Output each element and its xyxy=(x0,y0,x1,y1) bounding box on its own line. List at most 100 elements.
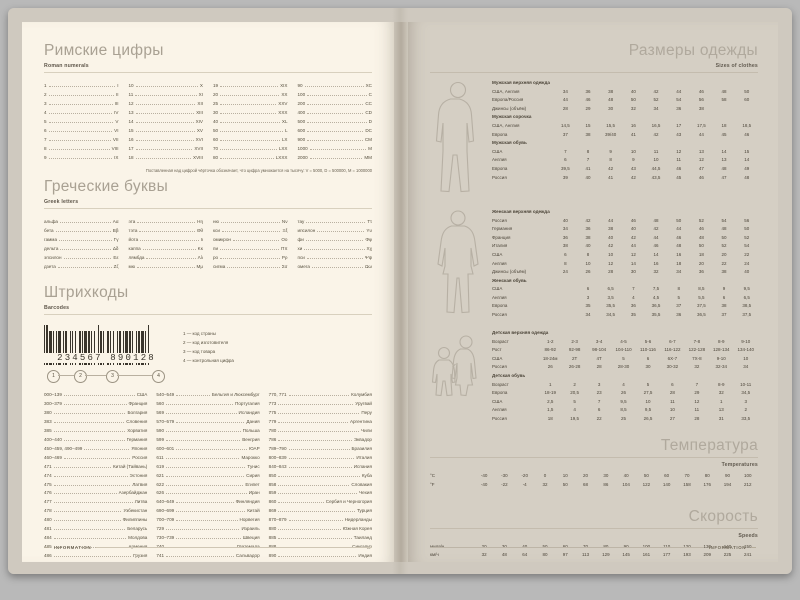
table-column: альфа Αα бета Ββ гамма Γγ дельта Δδ эпсилон Εε дзе… xyxy=(44,218,119,272)
table-row: 484 Молдова xyxy=(44,534,147,543)
country-code: 611 xyxy=(156,454,164,460)
table-row: 621 Сирия xyxy=(156,472,259,481)
table-cell: 54 xyxy=(721,217,727,223)
arabic-number: 2000 xyxy=(297,154,308,160)
country-code: 478 xyxy=(44,508,52,514)
arabic-number: 1000 xyxy=(297,145,308,151)
table-cell: 47 xyxy=(721,174,727,180)
table-cell: 48 xyxy=(698,234,704,240)
table-cell: 122-128 xyxy=(688,347,706,353)
row-label: Англия xyxy=(492,407,507,413)
greek-name: пи xyxy=(213,246,219,252)
dot-leader xyxy=(220,154,274,159)
table-cell: 90 xyxy=(616,543,636,552)
right-page: Размеры одежды Sizes of clothes xyxy=(408,22,778,562)
table-cell: 36,5 xyxy=(696,311,706,317)
country-name: Сингапур xyxy=(352,543,372,552)
divider xyxy=(44,208,372,210)
table-cell: 42 xyxy=(608,166,614,172)
table-row: ро Ρρ xyxy=(213,254,288,263)
table-cell: 18 xyxy=(721,123,727,129)
table-row: 20 XX xyxy=(213,91,288,100)
country-code: 899 xyxy=(269,561,277,562)
table-cell: 52 xyxy=(698,217,704,223)
table-cell: 113 xyxy=(581,552,590,558)
table-cell: 9-10 xyxy=(716,355,726,361)
table-row: Россия 40 42 44 46 48 50 52 54 56 xyxy=(492,217,758,226)
table-cell: 20 xyxy=(698,260,704,266)
country-code: 742 xyxy=(156,561,164,562)
country-name: США xyxy=(136,391,148,397)
table-cell: 30 xyxy=(494,543,514,552)
table-row: 471 Китай (Тайвань) xyxy=(44,463,147,472)
roman-number: XXV xyxy=(278,100,288,106)
table-cell: 5 xyxy=(622,355,625,361)
table-cell: 14 xyxy=(744,157,750,163)
table-cell: -30 xyxy=(501,473,508,479)
roman-number: VI xyxy=(114,127,119,133)
table-cell: -22 xyxy=(501,482,508,487)
dot-leader xyxy=(176,445,248,450)
table-cell: 6-7 xyxy=(669,338,676,344)
table-cell: 11 xyxy=(694,407,700,413)
country-code: 770, 771 xyxy=(268,391,287,397)
table-cell: 26-28 xyxy=(568,364,581,370)
table-row: 622 Египет xyxy=(156,481,259,490)
table-row: 10 X xyxy=(129,82,204,91)
table-cell: 6X-7 xyxy=(667,355,678,361)
country-code: 474 xyxy=(44,472,52,478)
barcode-callout-3: 3 xyxy=(106,369,119,383)
table-row: 450–459, 490–499 Япония xyxy=(44,445,147,454)
table-cell: 86 xyxy=(603,482,609,487)
country-code: 880 xyxy=(268,526,277,532)
dot-leader xyxy=(48,118,114,123)
dot-leader xyxy=(53,418,125,423)
table-cell: 120 xyxy=(677,543,697,552)
row-label: Джинсы (объём) xyxy=(492,105,527,111)
table-cell: 46 xyxy=(698,88,704,94)
arabic-number: 30 xyxy=(213,109,219,115)
country-codes-table: 000–139 США 300–379 Франция 380 Болгария 383 Сл… xyxy=(44,391,372,562)
dot-leader xyxy=(55,227,111,233)
table-row: 400 CD xyxy=(298,109,373,118)
row-label: Возраст xyxy=(492,381,509,387)
table-row: 30 XXX xyxy=(213,109,288,118)
table-cell: 18 xyxy=(676,260,682,266)
roman-number: XXX xyxy=(278,109,288,115)
row-label: Германия xyxy=(492,226,513,232)
table-cell: 36 xyxy=(585,88,591,94)
table-cell: 2,5 xyxy=(547,398,554,404)
country-code: 590 xyxy=(156,427,164,433)
table-row: Возраст 1 2 3 4 5 6 7 8-9 10-11 xyxy=(492,381,758,390)
table-row: 200 CC xyxy=(298,100,373,109)
table-cell: 5,5 xyxy=(698,294,705,300)
country-name: Тунис xyxy=(247,463,260,469)
table-cell: 34 xyxy=(562,226,568,232)
table-cell: 56 xyxy=(744,217,750,223)
arabic-number: 4 xyxy=(44,109,47,115)
dot-leader xyxy=(220,136,280,141)
roman-number: VIII xyxy=(111,145,119,151)
table-cell: 100 xyxy=(744,473,752,479)
dot-leader xyxy=(53,525,126,531)
footer-label: INFORMATION xyxy=(708,545,746,550)
country-code: 888 xyxy=(269,543,277,552)
dot-leader xyxy=(48,109,113,114)
table-cell: 11 xyxy=(676,157,682,163)
country-code: 622 xyxy=(156,481,164,487)
roman-number: CM xyxy=(364,136,372,142)
table-row: 900 CM xyxy=(298,136,373,145)
country-name: Молдова xyxy=(128,535,148,541)
table-cell: 134-140 xyxy=(737,347,754,353)
temperature-title: Температура xyxy=(660,437,758,455)
table-cell: 16 xyxy=(630,123,636,129)
table-cell: 42 xyxy=(630,174,636,180)
man-figure-icon xyxy=(430,79,486,202)
divider xyxy=(44,313,372,315)
right-page-footer: INFORMATION xyxy=(430,545,756,550)
greek-symbol: Ββ xyxy=(112,228,119,234)
table-cell xyxy=(554,294,577,303)
table-row: 12 XII xyxy=(129,100,204,109)
table-cell: 46 xyxy=(698,226,704,232)
dot-leader xyxy=(53,552,132,558)
